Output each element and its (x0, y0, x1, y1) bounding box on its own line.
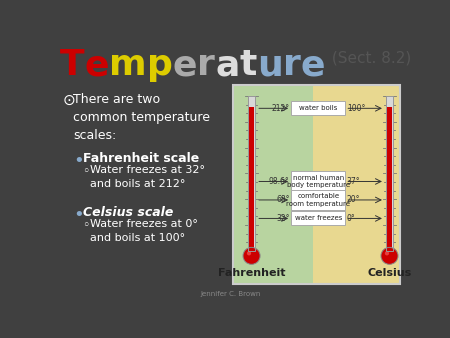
Text: normal human
body temperature: normal human body temperature (287, 175, 350, 188)
Text: e: e (173, 48, 197, 82)
Text: 100°: 100° (347, 104, 365, 113)
Bar (387, 107, 392, 251)
Bar (386, 96, 393, 251)
Text: t: t (239, 48, 257, 82)
Text: water freezes: water freezes (294, 215, 342, 221)
Text: water boils: water boils (299, 105, 338, 111)
Text: (Sect. 8.2): (Sect. 8.2) (327, 51, 411, 66)
Circle shape (243, 247, 260, 264)
FancyBboxPatch shape (292, 212, 345, 225)
Text: 0°: 0° (347, 214, 356, 223)
Text: a: a (215, 48, 239, 82)
Text: 37°: 37° (347, 177, 360, 186)
FancyBboxPatch shape (292, 190, 345, 210)
Text: 20°: 20° (347, 195, 360, 204)
Text: Celsius scale: Celsius scale (83, 206, 173, 219)
Bar (233, 85, 400, 284)
Text: 98.6°: 98.6° (269, 177, 289, 186)
Text: r: r (197, 48, 215, 82)
Text: Fahrenheit: Fahrenheit (218, 268, 285, 278)
Text: 32°: 32° (276, 214, 289, 223)
Bar (386, 96, 393, 251)
Bar (313, 85, 400, 284)
FancyBboxPatch shape (292, 171, 345, 192)
Text: u: u (257, 48, 283, 82)
Text: 68°: 68° (276, 195, 289, 204)
Text: T: T (60, 48, 85, 82)
Text: There are two
common temperature
scales:: There are two common temperature scales: (73, 93, 210, 142)
Circle shape (385, 251, 389, 256)
Text: Fahrenheit scale: Fahrenheit scale (83, 152, 199, 165)
Text: ◦: ◦ (83, 165, 90, 178)
Text: r: r (283, 48, 301, 82)
Circle shape (381, 247, 398, 264)
Bar (248, 96, 256, 251)
Bar (249, 107, 254, 251)
Text: ◦: ◦ (83, 219, 90, 232)
Text: 212°: 212° (271, 104, 289, 113)
Text: ⊙: ⊙ (63, 93, 75, 108)
Text: Celsius: Celsius (367, 268, 412, 278)
Text: e: e (301, 48, 325, 82)
FancyBboxPatch shape (292, 101, 345, 115)
Text: •: • (73, 152, 84, 170)
Text: Water freezes at 32°
and boils at 212°: Water freezes at 32° and boils at 212° (90, 165, 205, 189)
Text: •: • (73, 206, 84, 224)
Bar (248, 96, 256, 251)
Text: Water freezes at 0°
and boils at 100°: Water freezes at 0° and boils at 100° (90, 219, 198, 243)
Bar (233, 85, 313, 284)
Text: Jennifer C. Brown: Jennifer C. Brown (200, 291, 261, 297)
Text: e: e (85, 48, 109, 82)
Text: comfortable
room temperature: comfortable room temperature (286, 193, 350, 207)
Text: m: m (109, 48, 147, 82)
Circle shape (247, 251, 251, 256)
Text: p: p (147, 48, 173, 82)
